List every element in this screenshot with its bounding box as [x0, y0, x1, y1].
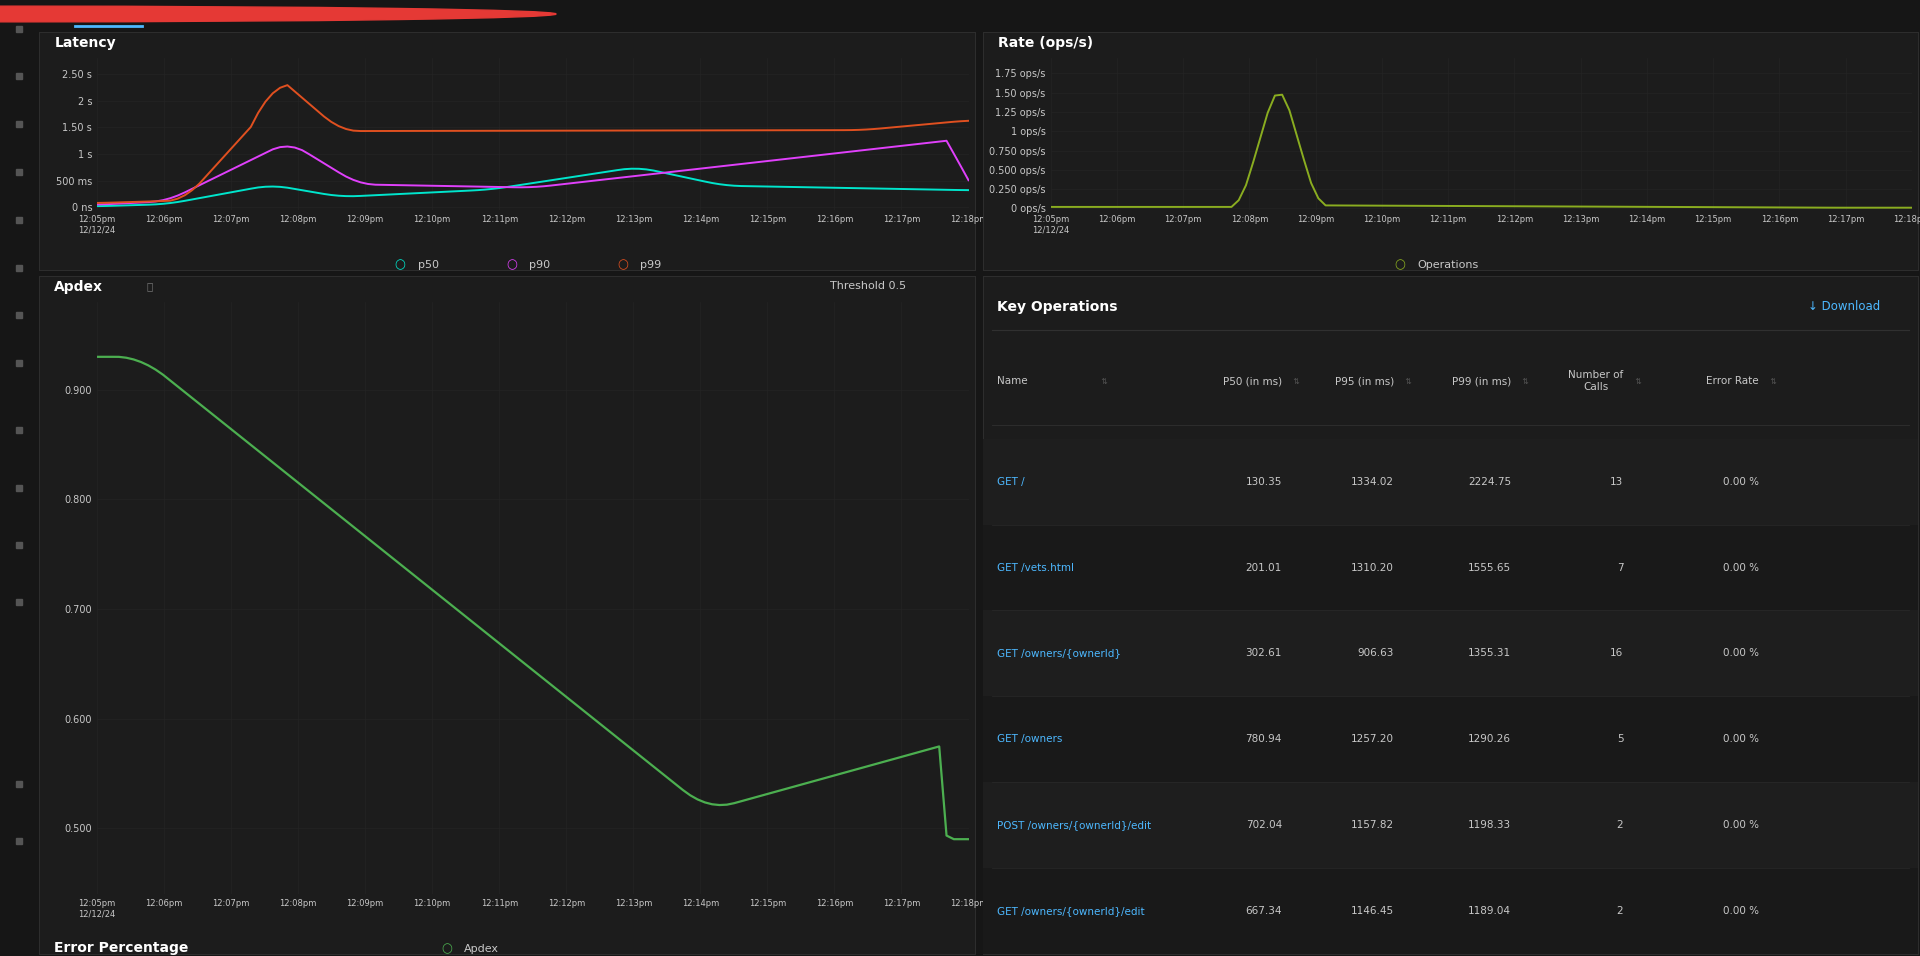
Text: 906.63: 906.63	[1357, 648, 1394, 659]
Text: ⓘ: ⓘ	[146, 281, 154, 291]
Text: ⇅: ⇅	[1632, 377, 1642, 385]
Text: 1310.20: 1310.20	[1352, 562, 1394, 573]
Text: 780.94: 780.94	[1246, 734, 1283, 745]
Text: GET /owners/{ownerId}/edit: GET /owners/{ownerId}/edit	[996, 906, 1144, 916]
Text: ⇅: ⇅	[1768, 377, 1778, 385]
Text: Rate (ops/s): Rate (ops/s)	[998, 36, 1092, 50]
Bar	[983, 868, 1918, 954]
Text: GET /owners: GET /owners	[996, 734, 1062, 745]
Text: 0.00 %: 0.00 %	[1722, 562, 1759, 573]
Text: 302.61: 302.61	[1246, 648, 1283, 659]
Text: 2224.75: 2224.75	[1469, 477, 1511, 487]
Text: 13: 13	[1611, 477, 1622, 487]
Text: 2: 2	[1617, 906, 1622, 916]
Text: 16: 16	[1611, 648, 1622, 659]
Text: Number of
Calls: Number of Calls	[1569, 370, 1622, 392]
Text: GET /owners/{ownerId}: GET /owners/{ownerId}	[996, 648, 1121, 659]
Text: Overview: Overview	[77, 8, 146, 20]
Text: 5: 5	[1617, 734, 1622, 745]
Text: 1157.82: 1157.82	[1352, 820, 1394, 830]
Text: 0.00 %: 0.00 %	[1722, 906, 1759, 916]
Text: 702.04: 702.04	[1246, 820, 1283, 830]
Bar	[983, 525, 1918, 611]
Text: ⇅: ⇅	[1404, 377, 1413, 385]
Text: Error Rate: Error Rate	[1707, 376, 1759, 386]
Text: 1355.31: 1355.31	[1469, 648, 1511, 659]
Text: 1334.02: 1334.02	[1352, 477, 1394, 487]
Text: 0.00 %: 0.00 %	[1722, 820, 1759, 830]
Text: 201.01: 201.01	[1246, 562, 1283, 573]
Bar	[983, 439, 1918, 525]
Text: Key Operations: Key Operations	[996, 299, 1117, 314]
Text: 7: 7	[1617, 562, 1622, 573]
Text: 0.00 %: 0.00 %	[1722, 648, 1759, 659]
Text: 1257.20: 1257.20	[1352, 734, 1394, 745]
Text: Error Percentage: Error Percentage	[54, 941, 188, 955]
Text: Apdex: Apdex	[465, 944, 499, 954]
Text: 0.00 %: 0.00 %	[1722, 734, 1759, 745]
Text: ○: ○	[394, 258, 405, 272]
Text: ○: ○	[1394, 258, 1405, 272]
Bar	[983, 782, 1918, 868]
Text: p99: p99	[639, 260, 662, 270]
Bar	[983, 696, 1918, 782]
Text: 1198.33: 1198.33	[1469, 820, 1511, 830]
Text: 1189.04: 1189.04	[1469, 906, 1511, 916]
Text: ⇅: ⇅	[1100, 377, 1108, 385]
Text: GET /vets.html: GET /vets.html	[996, 562, 1073, 573]
Text: ○: ○	[442, 943, 451, 955]
Text: ↓ Download: ↓ Download	[1809, 300, 1880, 313]
Text: P95 (in ms): P95 (in ms)	[1334, 376, 1394, 386]
Text: Operations: Operations	[1417, 260, 1478, 270]
Text: DB Call Metrics: DB Call Metrics	[173, 8, 275, 20]
Text: 1290.26: 1290.26	[1469, 734, 1511, 745]
Bar	[983, 611, 1918, 696]
Text: 130.35: 130.35	[1246, 477, 1283, 487]
Text: p50: p50	[417, 260, 438, 270]
Text: 2: 2	[1617, 820, 1622, 830]
Text: External Metrics: External Metrics	[284, 8, 392, 20]
Text: ○: ○	[505, 258, 516, 272]
Text: P99 (in ms): P99 (in ms)	[1452, 376, 1511, 386]
Text: Latency: Latency	[54, 36, 115, 50]
Text: ⇅: ⇅	[1521, 377, 1528, 385]
Text: 0.00 %: 0.00 %	[1722, 477, 1759, 487]
Circle shape	[0, 6, 557, 22]
Text: Threshold 0.5: Threshold 0.5	[831, 281, 906, 291]
Text: ○: ○	[616, 258, 628, 272]
Text: Name: Name	[996, 376, 1027, 386]
Text: POST /owners/{ownerId}/edit: POST /owners/{ownerId}/edit	[996, 820, 1150, 830]
Text: P50 (in ms): P50 (in ms)	[1223, 376, 1283, 386]
Text: 667.34: 667.34	[1246, 906, 1283, 916]
Text: p90: p90	[528, 260, 549, 270]
Text: Apdex: Apdex	[54, 280, 104, 294]
Text: ⇅: ⇅	[1292, 377, 1300, 385]
Text: 1555.65: 1555.65	[1469, 562, 1511, 573]
Text: 1146.45: 1146.45	[1352, 906, 1394, 916]
Text: GET /: GET /	[996, 477, 1023, 487]
